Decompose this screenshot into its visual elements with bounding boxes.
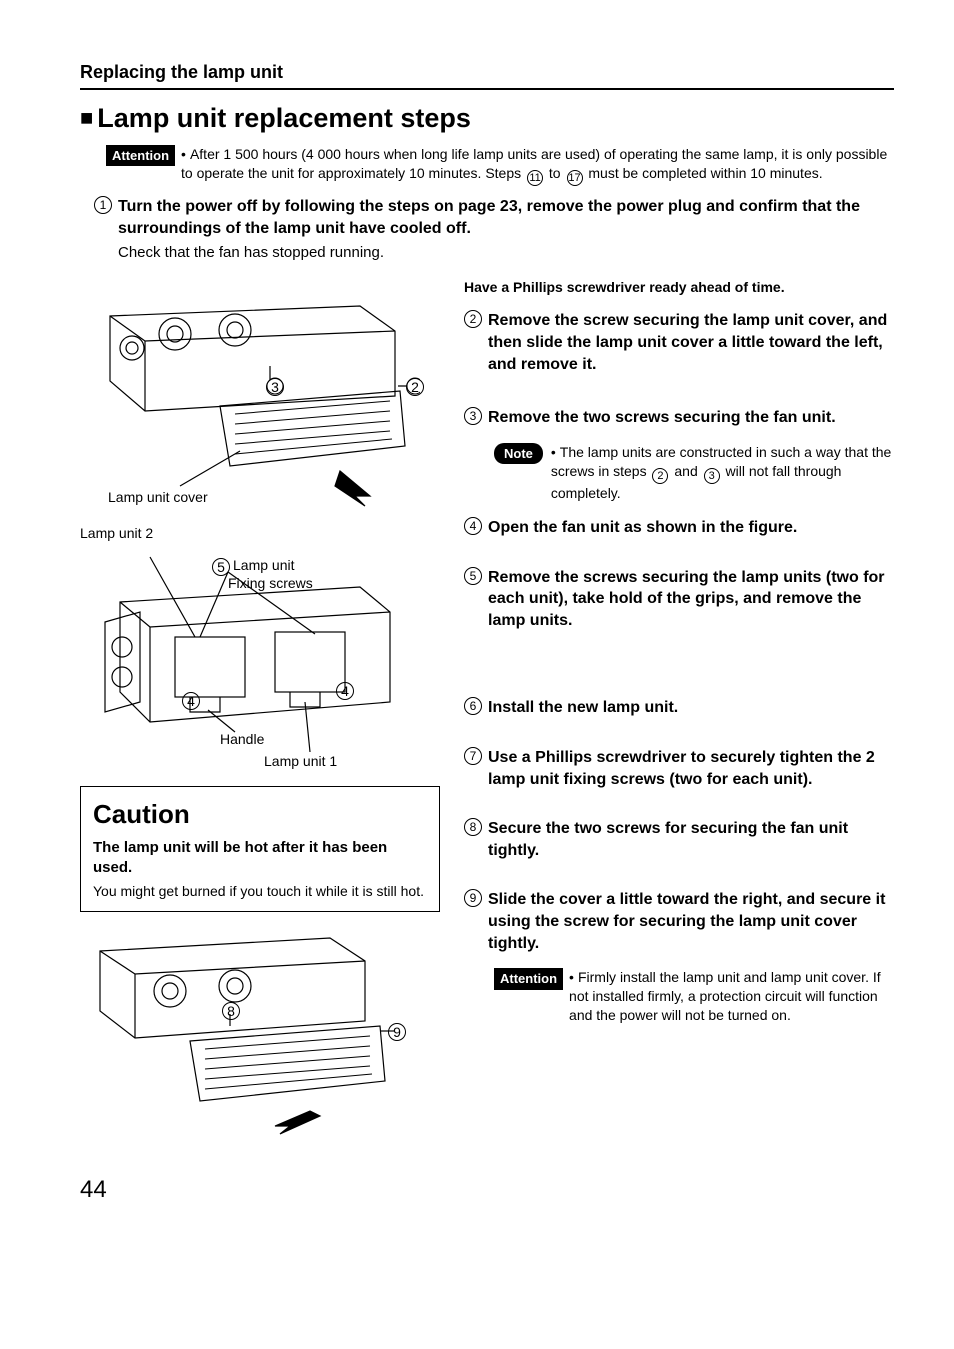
step-1-main: Turn the power off by following the step…: [118, 198, 860, 237]
figure-3: 8 9: [80, 926, 420, 1136]
step-5-text: Remove the screws securing the lamp unit…: [488, 567, 894, 632]
top-attention: Attention •After 1 500 hours (4 000 hour…: [106, 145, 894, 186]
page-title: ■Lamp unit replacement steps: [80, 100, 894, 136]
figure-2: 5 Lamp unit Fixing screws 4 4 Handle Lam…: [80, 552, 420, 772]
label-fixing-screws: Fixing screws: [228, 574, 313, 593]
label-handle: Handle: [220, 730, 264, 749]
bottom-attention: Attention •Firmly install the lamp unit …: [494, 968, 894, 1025]
step-num-7: 7: [464, 747, 482, 765]
attn-mid: to: [549, 165, 565, 181]
step-num-3: 3: [464, 407, 482, 425]
caution-sub: The lamp unit will be hot after it has b…: [93, 838, 427, 879]
step-4-text: Open the fan unit as shown in the figure…: [488, 517, 894, 539]
step-8: 8 Secure the two screws for securing the…: [464, 818, 894, 861]
title-text: Lamp unit replacement steps: [97, 103, 471, 133]
step-num-2: 2: [464, 310, 482, 328]
step-ref-17: 17: [567, 170, 583, 186]
step-6-text: Install the new lamp unit.: [488, 697, 894, 719]
step-3: 3 Remove the two screws securing the fan…: [464, 407, 894, 429]
step-2-text: Remove the screw securing the lamp unit …: [488, 310, 894, 375]
step-num-9: 9: [464, 889, 482, 907]
step-2: 2 Remove the screw securing the lamp uni…: [464, 310, 894, 375]
label-lamp-unit-1: Lamp unit 1: [264, 752, 337, 771]
step-9-text: Slide the cover a little toward the righ…: [488, 889, 894, 954]
step-1: 1 Turn the power off by following the st…: [94, 196, 894, 263]
left-column: 3 2 Lamp unit cover Lamp unit 2: [80, 278, 440, 1145]
bullet-icon: •: [551, 444, 556, 460]
step-num-5: 5: [464, 567, 482, 585]
marker-4a: 4: [182, 692, 200, 710]
attention-badge-bottom: Attention: [494, 968, 563, 990]
right-lead: Have a Phillips screwdriver ready ahead …: [464, 278, 894, 297]
page-number: 44: [80, 1174, 894, 1206]
marker-4b: 4: [336, 682, 354, 700]
step-4: 4 Open the fan unit as shown in the figu…: [464, 517, 894, 539]
step-6: 6 Install the new lamp unit.: [464, 697, 894, 719]
caution-box: Caution The lamp unit will be hot after …: [80, 786, 440, 912]
step-ref-3: 3: [704, 468, 720, 484]
label-lamp-cover: Lamp unit cover: [108, 488, 208, 507]
caution-title: Caution: [93, 797, 427, 832]
label-lamp-unit: Lamp unit: [233, 556, 294, 575]
attention-text: •After 1 500 hours (4 000 hours when lon…: [181, 145, 894, 186]
bullet-icon: •: [569, 969, 574, 985]
step-ref-11: 11: [527, 170, 543, 186]
bullet-icon: •: [181, 146, 186, 162]
note-mid: and: [674, 463, 701, 479]
step-num-4: 4: [464, 517, 482, 535]
bottom-attn-body: Firmly install the lamp unit and lamp un…: [569, 969, 881, 1023]
step-num-8: 8: [464, 818, 482, 836]
figure-1: 3 2 Lamp unit cover: [80, 286, 420, 516]
note-step3: Note •The lamp units are constructed in …: [494, 443, 894, 503]
note-badge: Note: [494, 443, 543, 465]
label-lamp-unit-2: Lamp unit 2: [80, 525, 153, 541]
step-num-6: 6: [464, 697, 482, 715]
step-num-1: 1: [94, 196, 112, 214]
step-9: 9 Slide the cover a little toward the ri…: [464, 889, 894, 954]
step-3-text: Remove the two screws securing the fan u…: [488, 407, 894, 429]
step-1-sub: Check that the fan has stopped running.: [118, 243, 894, 263]
step-7: 7 Use a Phillips screwdriver to securely…: [464, 747, 894, 790]
marker-2: 2: [406, 378, 424, 396]
square-bullet-icon: ■: [80, 105, 93, 130]
note-text: •The lamp units are constructed in such …: [551, 443, 894, 503]
section-header: Replacing the lamp unit: [80, 60, 894, 90]
step-7-text: Use a Phillips screwdriver to securely t…: [488, 747, 894, 790]
bottom-attention-text: •Firmly install the lamp unit and lamp u…: [569, 968, 894, 1025]
marker-3: 3: [266, 378, 284, 396]
step-1-text: Turn the power off by following the step…: [118, 196, 894, 263]
step-8-text: Secure the two screws for securing the f…: [488, 818, 894, 861]
caution-body: You might get burned if you touch it whi…: [93, 882, 427, 901]
step-5: 5 Remove the screws securing the lamp un…: [464, 567, 894, 632]
step-ref-2: 2: [652, 468, 668, 484]
right-column: Have a Phillips screwdriver ready ahead …: [464, 278, 894, 1145]
attn-after: must be completed within 10 minutes.: [588, 165, 822, 181]
attention-badge: Attention: [106, 145, 175, 167]
